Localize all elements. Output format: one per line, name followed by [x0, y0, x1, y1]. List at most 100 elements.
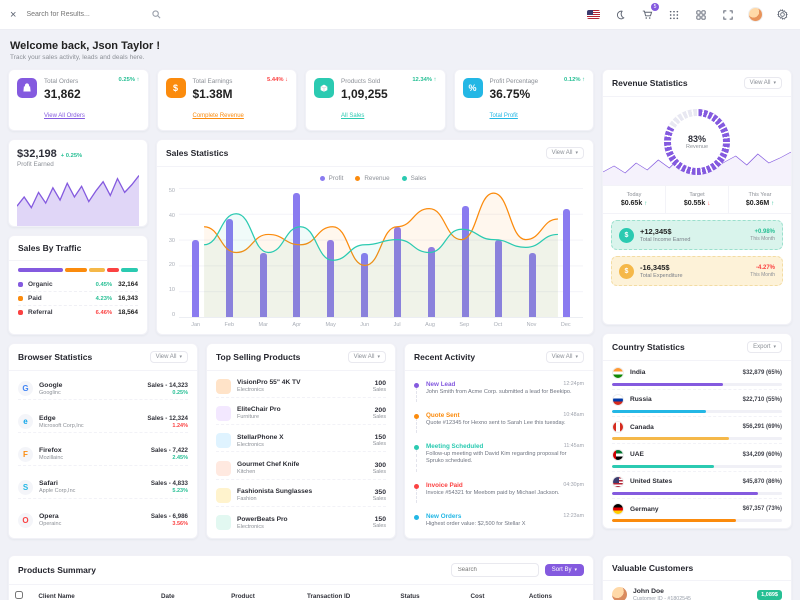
chart-legend: Profit Revenue Sales — [163, 175, 583, 182]
search-icon[interactable] — [152, 10, 161, 19]
card-title: Sales Statistics — [166, 148, 229, 158]
view-all-button[interactable]: View All ▾ — [149, 351, 188, 363]
legend-label: Profit — [328, 175, 344, 182]
progress-bar — [612, 437, 782, 441]
select-all-checkbox[interactable] — [15, 591, 23, 599]
dollar-icon: $ — [165, 78, 186, 98]
stat-value: $1.38M — [192, 87, 233, 101]
progress-bar — [612, 464, 782, 468]
view-all-button[interactable]: View All ▾ — [545, 147, 584, 159]
column-header[interactable]: Actions — [522, 585, 593, 600]
close-icon[interactable]: × — [10, 8, 17, 21]
view-all-button[interactable]: View All ▾ — [743, 77, 782, 89]
product-thumbnail — [216, 378, 231, 394]
card-title: Revenue Statistics — [612, 78, 688, 88]
opera-icon: O — [18, 512, 33, 528]
export-button[interactable]: Export ▾ — [747, 341, 782, 353]
column-header[interactable]: Status — [394, 585, 465, 600]
gauge-label: Revenue — [685, 144, 709, 150]
product-row: EliteChair Pro Furniture 200 Sales — [216, 403, 386, 425]
activity-item: New Lead 12:24pm John Smith from Acme Cor… — [414, 379, 584, 402]
global-search[interactable] — [26, 10, 166, 19]
table-search-input[interactable] — [450, 563, 539, 577]
product-row: VisionPro 55" 4K TV Electronics 100 Sales — [216, 376, 386, 398]
flag-us-icon — [612, 475, 624, 488]
stat-label: Total Earnings — [192, 78, 233, 85]
income-dollar-icon: $ — [619, 227, 634, 243]
stat-label: Total Orders — [44, 78, 79, 85]
column-header[interactable]: Transaction ID — [300, 585, 395, 600]
country-row-canada: Canada $56,291 (69%) — [612, 418, 782, 445]
legend-dot — [319, 176, 325, 181]
activity-item: Quote Sent 10:48am Quote #12345 for Hexno… — [414, 410, 584, 433]
cart-icon[interactable]: 5 — [639, 2, 659, 23]
activity-item: Invoice Paid 04:30pm Invoice #54321 for M… — [414, 480, 584, 503]
stat-value: 31,862 — [44, 87, 81, 101]
view-all-button[interactable]: View All ▾ — [347, 351, 386, 363]
gauge-value: 83% — [687, 134, 706, 144]
timeline-dot — [414, 413, 419, 419]
chevron-down-icon: ▾ — [773, 80, 776, 86]
country-row-united-states: United States $45,870 (86%) — [612, 473, 782, 499]
chevron-down-icon: ▾ — [179, 354, 182, 360]
apps-icon[interactable] — [693, 7, 709, 23]
revenue-gauge-chart: 83% Revenue — [664, 109, 730, 175]
firefox-icon: F — [18, 446, 33, 462]
dark-mode-moon-icon[interactable] — [612, 7, 628, 23]
view-all-button[interactable]: View All ▾ — [545, 351, 584, 363]
legend-dot — [18, 310, 23, 315]
traffic-pct: 6.46% — [95, 309, 113, 316]
stat-link[interactable]: Total Profit — [489, 113, 518, 119]
search-input[interactable] — [26, 11, 147, 18]
column-header[interactable]: Product — [225, 585, 301, 600]
welcome-header: Welcome back, Json Taylor ! Track your s… — [10, 40, 790, 61]
column-header[interactable]: Cost — [464, 585, 523, 600]
percent-icon: % — [462, 78, 483, 98]
stat-link[interactable]: All Sales — [341, 113, 365, 119]
valuable-customers-card: Valuable Customers John Doe Customer ID -… — [602, 555, 792, 600]
product-row: PowerBeats Pro Electronics 150 Sales — [216, 512, 386, 533]
stat-link[interactable]: View All Orders — [44, 113, 85, 119]
safari-icon: S — [18, 479, 33, 495]
traffic-item-referral: Referral 6.46% 18,564 — [18, 306, 138, 319]
stat-value: 1,09,255 — [341, 87, 388, 101]
chevron-down-icon: ▾ — [773, 344, 776, 350]
card-title: Top Selling Products — [216, 352, 301, 362]
page-subtitle: Track your sales activity, leads and dea… — [10, 54, 145, 61]
fullscreen-icon[interactable] — [720, 7, 736, 23]
card-title: Country Statistics — [612, 342, 685, 352]
sales-chart-plot — [179, 188, 583, 318]
grid-dots-icon[interactable] — [666, 7, 682, 23]
traffic-pct: 0.45% — [95, 281, 113, 288]
card-title: Sales By Traffic — [18, 243, 82, 253]
flag-russia-icon — [612, 393, 624, 406]
stat-label: Products Sold — [341, 78, 381, 85]
language-flag-icon[interactable] — [585, 7, 601, 23]
chevron-down-icon: ▾ — [377, 354, 380, 360]
progress-bar — [612, 382, 782, 386]
country-row-russia: Russia $22,710 (55%) — [612, 391, 782, 417]
column-header[interactable]: Date — [154, 585, 226, 600]
user-avatar[interactable] — [747, 7, 763, 23]
flag-canada-icon — [612, 421, 624, 434]
products-summary-card: Products Summary Sort By▾ Client Name Da… — [8, 555, 594, 600]
products-summary-table: Client Name Date Product Transaction ID … — [9, 585, 593, 600]
stat-card-total-earnings: 5.44% ↓ $ Total Earnings $1.38M Complete… — [156, 69, 297, 131]
trend-badge: 0.12% ↑ — [564, 77, 585, 83]
stat-value: 36.75% — [489, 87, 531, 101]
trend-badge: 12.34% ↑ — [412, 77, 437, 83]
customer-value-badge: 1,089$ — [757, 589, 782, 600]
profit-change: + 0.25% — [60, 153, 83, 159]
stat-link[interactable]: Complete Revenue — [192, 113, 244, 119]
sort-by-button[interactable]: Sort By ▾ — [544, 564, 584, 576]
card-title: Products Summary — [18, 565, 96, 575]
chevron-down-icon: ▾ — [575, 354, 578, 360]
country-row-india: India $32,879 (65%) — [612, 364, 782, 390]
orders-bag-icon — [17, 78, 37, 98]
column-header[interactable]: Client Name — [32, 585, 155, 600]
customer-row: John Doe Customer ID - #1802545 1,089$ — [603, 581, 791, 600]
recent-activity-card: Recent Activity View All ▾ New Lead 12:24p… — [404, 343, 594, 539]
settings-gear-icon[interactable] — [774, 7, 790, 23]
expense-dollar-icon: $ — [619, 263, 634, 279]
timeline-dot — [414, 514, 419, 520]
